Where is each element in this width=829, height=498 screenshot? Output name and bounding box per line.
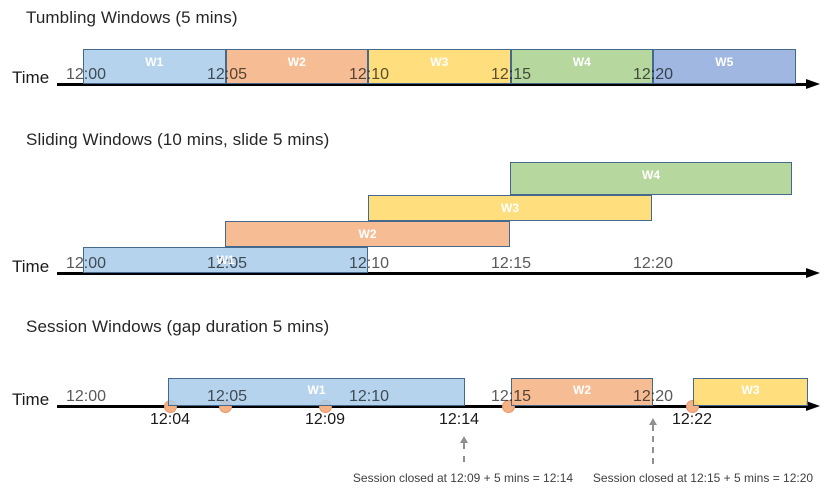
dashed-arrow-line <box>652 425 654 464</box>
tick-label: 12:20 <box>632 255 674 272</box>
window-bar-w5 <box>653 49 796 84</box>
window-bar-w2 <box>225 221 510 247</box>
window-bar-w2 <box>225 49 368 84</box>
dashed-up-arrow-icon <box>648 418 657 425</box>
timeline <box>57 405 806 408</box>
dashed-arrow-line <box>463 443 465 462</box>
sliding-time-axis-label: Time <box>12 257 50 276</box>
tick-label: 12:20 <box>632 66 674 83</box>
tick-label: 12:10 <box>348 255 390 272</box>
session-section-title: Session Windows (gap duration 5 mins) <box>26 317 330 336</box>
session-close-annotation: Session closed at 12:15 + 5 mins = 12:20 <box>592 471 814 485</box>
timeline <box>57 83 806 86</box>
event-time-label: 12:09 <box>304 411 346 428</box>
session-close-annotation: Session closed at 12:09 + 5 mins = 12:14 <box>352 471 574 485</box>
event-time-label: 12:04 <box>149 411 191 428</box>
tumbling-section-title: Tumbling Windows (5 mins) <box>26 8 238 27</box>
timeline-arrow-icon <box>806 400 820 411</box>
tick-label: 12:15 <box>490 388 532 405</box>
tick-label: 12:00 <box>65 255 107 272</box>
tick-label: 12:10 <box>348 388 390 405</box>
tumbling-time-axis-label: Time <box>12 68 50 87</box>
window-bar-w3 <box>368 195 652 221</box>
dashed-up-arrow-icon <box>459 436 468 443</box>
window-label-w2: W2 <box>573 383 591 397</box>
sliding-section-title: Sliding Windows (10 mins, slide 5 mins) <box>26 130 330 149</box>
tick-label: 12:15 <box>490 255 532 272</box>
window-bar-w1 <box>83 247 368 273</box>
event-time-label: 12:22 <box>671 411 713 428</box>
window-bar-w1 <box>168 378 465 406</box>
window-label-w4: W4 <box>642 168 660 182</box>
tick-label: 12:10 <box>348 66 390 83</box>
tick-label: 12:15 <box>490 66 532 83</box>
tick-label: 12:05 <box>206 388 248 405</box>
timeline <box>57 272 806 275</box>
window-label-w1: W1 <box>216 253 235 267</box>
window-bar-w3 <box>368 49 511 84</box>
tick-label: 12:05 <box>206 66 248 83</box>
session-time-axis-label: Time <box>12 390 50 409</box>
timeline-arrow-icon <box>806 267 820 278</box>
window-label-w2: W2 <box>287 55 306 69</box>
window-bar-w2 <box>511 378 653 406</box>
window-bar-w4 <box>510 49 653 84</box>
tick-label: 12:00 <box>65 388 107 405</box>
tick-label: 12:05 <box>206 255 248 272</box>
window-label-w3: W3 <box>741 383 760 397</box>
window-label-w3: W3 <box>501 201 519 215</box>
window-label-w3: W3 <box>430 55 449 69</box>
tick-label: 12:00 <box>65 66 107 83</box>
window-label-w4: W4 <box>572 55 591 69</box>
window-bar-w1 <box>83 49 226 84</box>
tick-label: 12:20 <box>632 388 674 405</box>
window-bar-w3 <box>693 378 808 406</box>
window-label-w1: W1 <box>145 55 164 69</box>
window-label-w1: W1 <box>307 383 326 397</box>
window-label-w5: W5 <box>715 55 734 69</box>
window-label-w2: W2 <box>358 227 377 241</box>
session-close-time-label: 12:14 <box>438 411 480 428</box>
timeline-arrow-icon <box>806 78 820 89</box>
window-bar-w4 <box>510 162 792 195</box>
